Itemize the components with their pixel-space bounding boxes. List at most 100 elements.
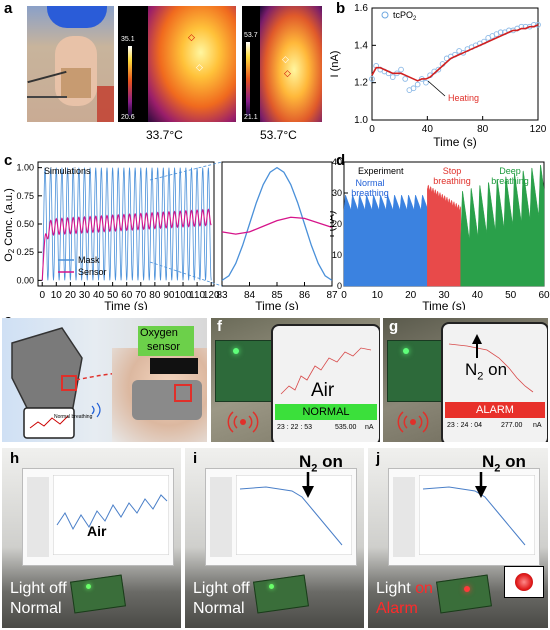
panel-b-letter: b: [336, 0, 346, 17]
n2-on: on: [317, 452, 343, 471]
oxygen-sensor: [150, 358, 198, 374]
phone-screen: Air NORMAL 23 : 22 : 53 535.00 nA: [271, 324, 380, 442]
x-tick-label: 83: [216, 290, 228, 301]
marker-icon: ◇: [282, 54, 289, 64]
chart-c-ylabel: O2 Conc. (a.u.): [3, 188, 16, 262]
mask-drawing: [11, 327, 83, 419]
x-tick-label: 120: [203, 290, 220, 301]
y-tick-label: 10: [332, 250, 342, 260]
marker-icon: ◇: [284, 68, 291, 78]
chart-d-title: Experiment: [358, 166, 404, 176]
status-text: Alarm: [376, 600, 418, 617]
led-inset: [504, 566, 544, 598]
wireless-icon: [227, 411, 259, 433]
status-alarm: ALARM: [445, 402, 545, 418]
x-tick-label: 0: [39, 290, 45, 301]
seg-deep-2: breathing: [491, 176, 529, 186]
legend-marker: [381, 11, 389, 19]
blue-glove: [47, 6, 107, 28]
area-segment: [460, 164, 545, 287]
temp-label-1: 33.7°C: [146, 128, 183, 142]
x-tick-label: 20: [65, 290, 77, 301]
scale2-bottom: 21.1: [244, 114, 258, 121]
status-text: Normal: [193, 600, 245, 617]
thermal-image-1: 35.1 20.6 ◇ ◇: [118, 6, 236, 122]
mask-series: [42, 167, 212, 281]
mask-zoom-series: [221, 166, 333, 281]
x-tick-label: 80: [149, 290, 161, 301]
light-state: Light off: [10, 580, 67, 597]
n2-n: N: [299, 452, 312, 471]
sensor-zoom-series: [221, 216, 333, 235]
phone-trace: [29, 415, 69, 429]
phone-value: 277.00: [501, 422, 523, 429]
status-normal: NORMAL: [275, 404, 377, 420]
chart-b-frame: [371, 7, 539, 121]
n2-label: N2 on: [299, 452, 343, 474]
y-tick-label: 1.2: [354, 78, 368, 89]
sensor-label-bg: [138, 326, 194, 356]
fit-line: [371, 24, 539, 82]
y-tick-label: 30: [332, 188, 342, 198]
foot-photo: [27, 6, 114, 122]
phone-icon: [23, 407, 75, 439]
y-tick-label: 0.00: [16, 275, 34, 285]
green-led: [233, 348, 239, 354]
green-led: [86, 584, 91, 589]
light-on-word: on: [415, 580, 433, 597]
chart-b-xlabel: Time (s): [433, 135, 477, 149]
sensor-box-photo: [174, 384, 192, 402]
heating-arrow: [427, 80, 446, 97]
phone-photo-normal: f Air NORMAL 23 : 22 : 53 535.00 nA: [211, 318, 380, 442]
phone-screen: N2 on ALARM 23 : 24 : 04 277.00 nA: [441, 322, 548, 442]
red-clip: [97, 86, 114, 122]
data-point: [423, 79, 429, 86]
x-tick-label: 20: [405, 290, 417, 301]
x-tick-label: 50: [505, 290, 517, 301]
status-text: Normal: [10, 600, 62, 617]
y-tick-label: 1.6: [354, 3, 368, 14]
data-point: [414, 81, 421, 88]
x-tick-label: 0: [341, 290, 347, 301]
zoom-guide: [149, 161, 223, 181]
x-tick-label: 110: [189, 290, 205, 301]
circuit-board: [215, 340, 273, 402]
chart-d-xlabel: Time (s): [422, 299, 466, 310]
sensor-label-2: sensor: [147, 341, 181, 353]
n2-sub: 2: [311, 462, 318, 475]
chart-d: 0 10 20 30 40 50 60 0 10 20 30 40 I (nA) Time (s) E…: [330, 157, 550, 310]
data-point: [410, 85, 417, 92]
chart-b-legend: tcPO2: [393, 10, 417, 22]
data-point: [369, 76, 375, 82]
chart-c-xlabel: Time (s): [104, 299, 148, 310]
red-led: [464, 586, 470, 592]
x-tick-label: 80: [477, 124, 489, 135]
laptop-screen: Air: [22, 468, 174, 566]
x-tick-label: 70: [135, 290, 147, 301]
x-tick-label: 90: [163, 290, 175, 301]
sensor-series: [41, 208, 212, 281]
x-tick-label: 30: [438, 290, 450, 301]
circuit-board: [253, 574, 309, 614]
x-tick-label: 87: [326, 290, 338, 301]
y-tick-label: 1.00: [16, 163, 34, 173]
sensor-patch: [61, 68, 91, 98]
phone-plot: [448, 334, 534, 393]
phone-plot: [280, 347, 372, 395]
y-tick-label: 0: [337, 281, 342, 291]
x-tick-label: 30: [79, 290, 91, 301]
thermal-image-2: 53.7 21.1 ◇ ◇: [242, 6, 322, 122]
n2-on: on: [483, 360, 508, 379]
colorbar-2: [246, 42, 250, 116]
laptop-photo-j: j N2 on Light on Alarm: [368, 448, 548, 628]
x-tick-label: 60: [121, 290, 133, 301]
temp-label-2: 53.7°C: [260, 128, 297, 142]
area-segment: [343, 195, 428, 287]
x-tick-label: 84: [244, 290, 256, 301]
x-tick-label: 40: [472, 290, 484, 301]
chart-c-zoom-frame: [221, 161, 333, 287]
data-point: [435, 66, 442, 73]
panel-f-letter: f: [217, 318, 222, 335]
sensor-box: [61, 375, 77, 391]
